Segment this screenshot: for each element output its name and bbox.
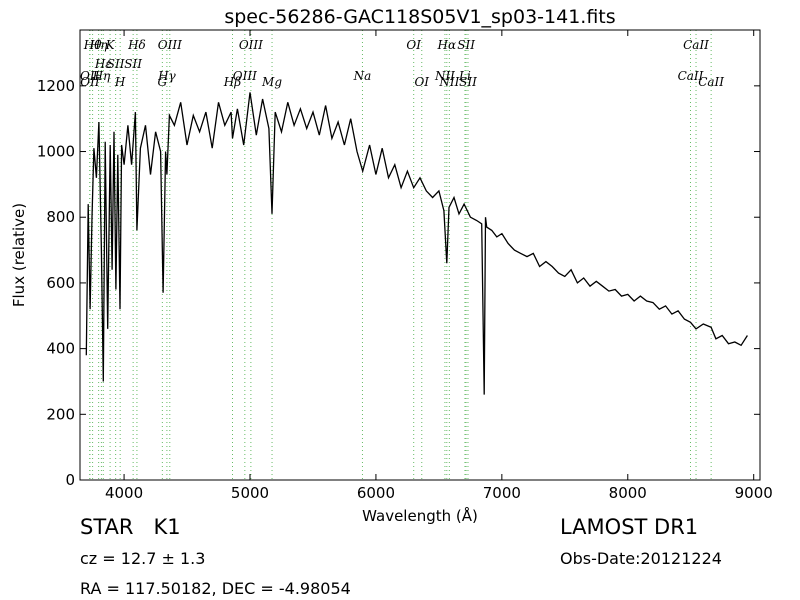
y-tick-label-1: 200 (46, 405, 75, 423)
line-label-0: OII (80, 69, 100, 83)
object-class: STAR K1 (80, 515, 181, 539)
line-label-10: Hδ (127, 38, 146, 52)
axes: 4000 5000 6000 7000 8000 9000 0 200 400 600 800 100… (37, 29, 773, 502)
x-tick-label-4: 8000 (609, 484, 647, 502)
line-label-8: H (114, 75, 126, 89)
line-label-26: SII (459, 75, 477, 89)
line-label-18: Na (353, 69, 372, 83)
line-label-12: Hγ (157, 69, 176, 83)
plot-frame (79, 29, 761, 481)
line-label-19: OI (406, 38, 421, 52)
x-tick-label-0: 4000 (105, 484, 143, 502)
survey-label: LAMOST DR1 (560, 515, 699, 539)
coordinates-label: RA = 117.50182, DEC = -4.98054 (80, 579, 351, 598)
line-label-24: Li (458, 69, 471, 83)
line-label-2: Hθ (83, 38, 102, 52)
chart-title: spec-56286-GAC118S05V1_sp03-141.fits (224, 6, 616, 28)
line-label-28: CaII (683, 38, 709, 52)
line-label-15: OIII (233, 69, 257, 83)
x-axis-label: Wavelength (Å) (362, 506, 478, 525)
line-label-14: Hβ (223, 75, 241, 89)
obs-date-label: Obs-Date:20121224 (560, 549, 722, 568)
class-label: STAR (80, 515, 134, 539)
line-label-7: SII (107, 57, 125, 71)
line-labels: OIIOIIHθHηHηHεKSIIHSIIHδGHγOIIIHβOIIIOII… (80, 38, 724, 89)
line-label-13: OIII (158, 38, 182, 52)
plus-minus-sign: ± (161, 549, 175, 568)
line-label-5: Hε (94, 57, 112, 71)
line-label-27: CaII (678, 69, 704, 83)
line-label-20: OI (414, 75, 429, 89)
line-label-25: SII (457, 38, 475, 52)
line-label-22: Hα (437, 38, 457, 52)
cz-value: cz = 12.7 (80, 549, 157, 568)
spectrum-series (85, 92, 748, 395)
subclass-label: K1 (153, 515, 181, 539)
line-label-6: K (105, 38, 116, 52)
y-tick-label-2: 400 (46, 340, 75, 358)
emission-line-markers (89, 30, 712, 480)
x-tick-label-5: 9000 (735, 484, 773, 502)
redshift-label: cz = 12.7 ± 1.3 (80, 549, 205, 568)
y-axis-label: Flux (relative) (10, 203, 28, 307)
x-tick-label-2: 6000 (357, 484, 395, 502)
y-tick-label-0: 0 (65, 471, 75, 489)
line-label-23: NII (438, 75, 459, 89)
line-label-9: SII (124, 57, 142, 71)
line-label-29: CaII (698, 75, 724, 89)
line-label-16: OIII (239, 38, 263, 52)
y-tick-label-4: 800 (46, 208, 75, 226)
spectrum-line (85, 92, 748, 395)
line-label-3: Hη (89, 38, 108, 52)
y-tick-label-5: 1000 (37, 143, 75, 161)
line-label-11: G (158, 75, 168, 89)
cz-error: 1.3 (180, 549, 206, 568)
line-label-21: NII (434, 69, 455, 83)
y-tick-label-3: 600 (46, 274, 75, 292)
x-tick-label-3: 7000 (483, 484, 521, 502)
line-label-1: OII (80, 75, 100, 89)
x-tick-label-1: 5000 (231, 484, 269, 502)
y-tick-label-6: 1200 (37, 77, 75, 95)
line-label-17: Mg (261, 75, 282, 89)
line-label-4: Hη (92, 69, 111, 83)
